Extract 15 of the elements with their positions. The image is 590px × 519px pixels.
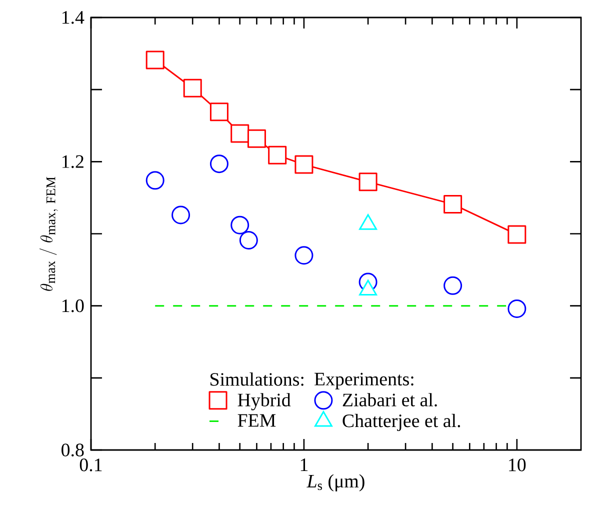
x-axis-title: L$_{s}$ (μm) xyxy=(306,474,364,492)
x-tick-label: 0.1 xyxy=(80,458,102,472)
legend-label: Hybrid xyxy=(238,393,291,410)
annotation: Simulations: xyxy=(210,372,304,386)
x-tick-label: 1 xyxy=(300,458,308,472)
y-tick-label: 1.0 xyxy=(62,299,84,312)
y-axis-title: $\theta_{\mathrm{max}}\ /\ \theta_{\mathrm{max,\ FEM}}$ xyxy=(40,176,58,291)
y-tick-label: 1.2 xyxy=(62,155,84,168)
legend-label: Ziabari et al. xyxy=(342,393,437,406)
y-tick-label: 0.8 xyxy=(62,444,84,456)
x-tick-label: 10 xyxy=(509,458,526,472)
legend-label: Chatterjee et al. xyxy=(342,414,460,432)
y-tick-label: 1.4 xyxy=(62,11,84,24)
annotation: Experiments: xyxy=(314,372,414,390)
legend-label: FEM xyxy=(238,414,276,427)
